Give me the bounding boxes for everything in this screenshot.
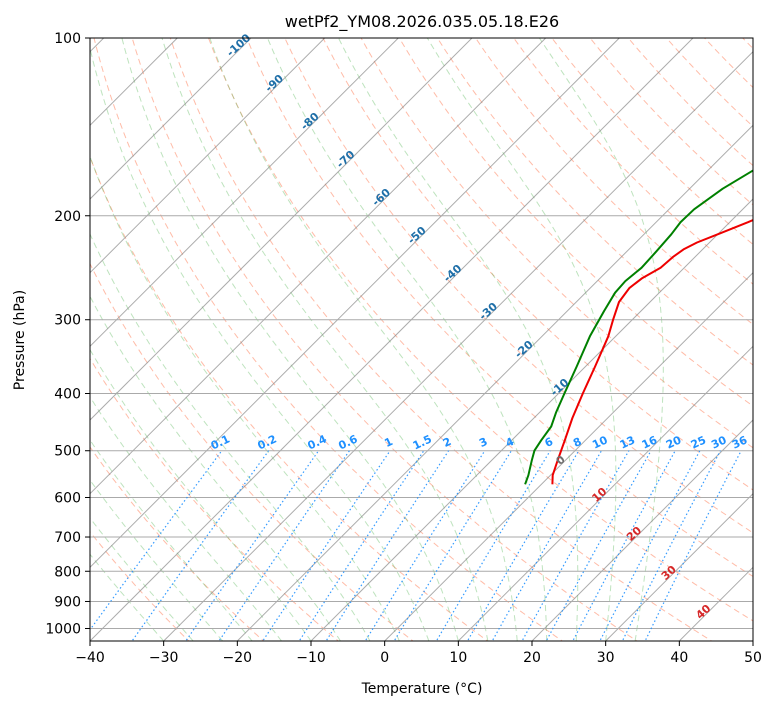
dry-adiabat xyxy=(90,262,414,641)
y-tick-label: 300 xyxy=(54,313,81,329)
profiles xyxy=(524,169,753,485)
dry-adiabat xyxy=(90,155,489,641)
x-axis: −40 −30 −20 −10 0 10 20 30 40 50 xyxy=(75,641,762,666)
mixing-ratio-line xyxy=(218,450,350,641)
moist-adiabat xyxy=(90,553,165,641)
moist-adiabat xyxy=(338,38,579,641)
x-tick-label: −20 xyxy=(223,650,253,666)
mixing-ratio-label: 25 xyxy=(689,433,708,451)
moist-adiabat xyxy=(267,38,548,641)
isotherm xyxy=(457,345,753,641)
x-tick-label: 50 xyxy=(744,650,762,666)
mixing-ratio-line xyxy=(599,450,701,641)
moist-adiabat xyxy=(90,517,194,641)
mixing-ratio-label: 30 xyxy=(709,433,729,451)
chart-title: wetPf2_YM08.2026.035.05.18.E26 xyxy=(285,12,559,32)
y-tick-label: 400 xyxy=(54,387,81,403)
mixing-ratio-line xyxy=(185,450,320,641)
isotherm xyxy=(236,124,753,641)
mixing-ratio-line xyxy=(325,450,450,641)
y-tick-label: 200 xyxy=(54,209,81,225)
isotherm xyxy=(90,38,620,569)
isotherm xyxy=(310,198,753,641)
x-tick-label: 40 xyxy=(670,650,688,666)
isotherm xyxy=(90,38,473,421)
y-tick-label: 100 xyxy=(54,31,81,47)
moist-adiabat xyxy=(90,479,223,641)
mixing-ratio-line xyxy=(131,450,270,641)
isotherm xyxy=(90,38,694,641)
moist-adiabat xyxy=(121,38,459,641)
mixing-ratio-line xyxy=(262,450,391,641)
moist-adiabat xyxy=(90,396,282,641)
isotherm xyxy=(163,50,753,641)
isotherm xyxy=(90,38,547,495)
background-lines xyxy=(90,25,775,644)
y-tick-label: 500 xyxy=(54,444,81,460)
y-tick-label: 600 xyxy=(54,490,81,506)
isotherm xyxy=(531,419,753,641)
mixing-ratio-line xyxy=(298,450,425,641)
dry-adiabat xyxy=(768,25,775,644)
mixing-ratio-line xyxy=(572,450,676,641)
x-tick-label: −30 xyxy=(149,650,179,666)
moist-adiabat xyxy=(90,439,253,641)
x-tick-label: 30 xyxy=(597,650,615,666)
moist-adiabat xyxy=(426,38,617,641)
temperature-profile xyxy=(551,218,753,485)
dewpoint-profile xyxy=(524,169,753,485)
x-tick-label: −40 xyxy=(75,650,105,666)
x-tick-label: 0 xyxy=(380,650,389,666)
mixing-ratio-label: 16 xyxy=(640,433,660,451)
y-tick-label: 800 xyxy=(54,564,81,580)
moist-adiabat xyxy=(90,295,341,641)
mixing-ratio-label: 20 xyxy=(664,433,684,451)
mixing-ratio-line xyxy=(90,450,223,631)
moist-adiabat xyxy=(90,155,400,641)
y-tick-label: 900 xyxy=(54,594,81,610)
moist-adiabat xyxy=(161,38,489,641)
isotherm xyxy=(90,38,399,348)
mixing-ratio-label: 36 xyxy=(730,433,750,451)
y-axis-title: Pressure (hPa) xyxy=(12,290,28,390)
plot-frame xyxy=(89,37,754,642)
isotherm xyxy=(605,492,753,641)
isotherm xyxy=(90,38,326,274)
mixing-ratio-label: 13 xyxy=(618,433,637,451)
dry-adiabat xyxy=(475,38,753,326)
x-tick-label: 20 xyxy=(523,650,541,666)
mixing-ratio-label: 10 xyxy=(590,433,610,451)
y-tick-label: 1000 xyxy=(45,621,81,637)
mixing-ratio-line xyxy=(545,450,652,641)
y-axis: 1000 900 800 700 600 500 400 300 200 100 xyxy=(45,31,90,637)
isotherm xyxy=(90,38,252,200)
moist-adiabat xyxy=(538,38,664,641)
isotherm xyxy=(752,640,753,641)
x-axis-title: Temperature (°C) xyxy=(361,681,483,697)
mixing-ratio-line xyxy=(466,450,580,641)
plot-background xyxy=(90,38,753,641)
moist-adiabat xyxy=(90,45,430,641)
y-tick-label: 700 xyxy=(54,530,81,546)
moist-adiabat xyxy=(90,232,371,641)
x-tick-label: −10 xyxy=(296,650,326,666)
isotherm xyxy=(384,271,753,641)
moist-adiabat xyxy=(209,38,518,641)
mixing-ratio-line xyxy=(435,450,551,641)
mixing-ratio-line xyxy=(364,450,486,641)
x-tick-label: 10 xyxy=(449,650,467,666)
